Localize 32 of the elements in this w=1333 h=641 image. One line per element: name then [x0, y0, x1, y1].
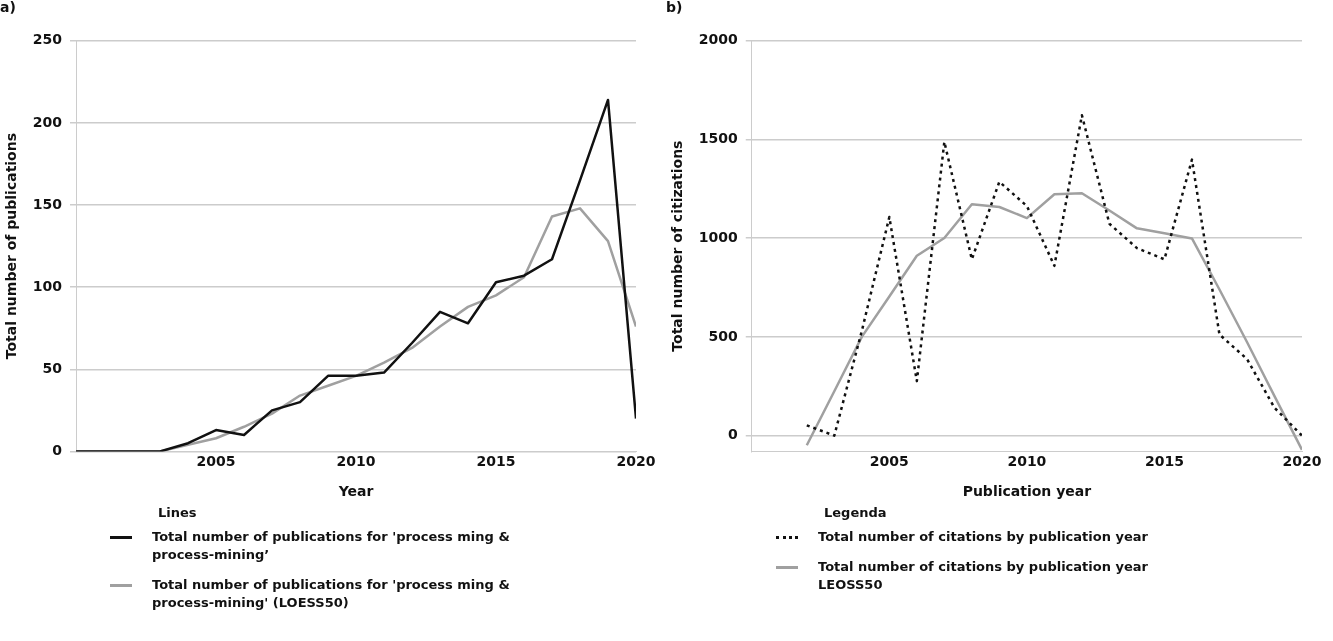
legend-label: Total number of citations by publication year: [818, 528, 1148, 546]
y-tick-label: 50: [42, 359, 63, 376]
y-tick-label: 2000: [698, 31, 739, 48]
y-tick-label: 250: [32, 31, 63, 48]
x-tick-label: 2015: [1144, 453, 1184, 470]
legend-title: Legenda: [824, 505, 888, 520]
y-tick-label: 0: [728, 426, 739, 443]
y-tick-label: 500: [708, 327, 739, 344]
y-tick-label: 1000: [698, 228, 739, 245]
y-tick-label: 1500: [698, 130, 739, 147]
x-tick-label: 2010: [336, 453, 376, 470]
y-tick-label: 0: [52, 442, 63, 459]
chart-title: a): [0, 0, 16, 16]
x-axis-title: Publication year: [962, 483, 1092, 500]
chart-title: b): [666, 0, 683, 16]
x-tick-label: 2020: [616, 453, 656, 470]
x-tick-label: 2010: [1007, 453, 1047, 470]
y-axis-title: Total number of publications: [3, 132, 20, 360]
y-tick-label: 100: [32, 277, 63, 294]
legend-title: Lines: [158, 505, 198, 520]
legend-label: Total number of publications for 'process ming & process-mining' (LOESS50): [152, 576, 511, 612]
x-tick-label: 2005: [196, 453, 236, 470]
x-tick-label: 2020: [1282, 453, 1322, 470]
x-axis-title: Year: [337, 483, 374, 500]
y-axis-title: Total number of citizations: [669, 140, 686, 352]
legend-label: Total number of publications for 'process ming & process-mining’: [152, 528, 511, 564]
x-tick-label: 2005: [869, 453, 909, 470]
x-tick-label: 2015: [476, 453, 516, 470]
y-tick-label: 200: [32, 113, 63, 130]
legend-label: Total number of citations by publication year LEOSS50: [818, 558, 1149, 594]
y-tick-label: 150: [32, 195, 63, 212]
line-series: [805, 113, 1302, 437]
